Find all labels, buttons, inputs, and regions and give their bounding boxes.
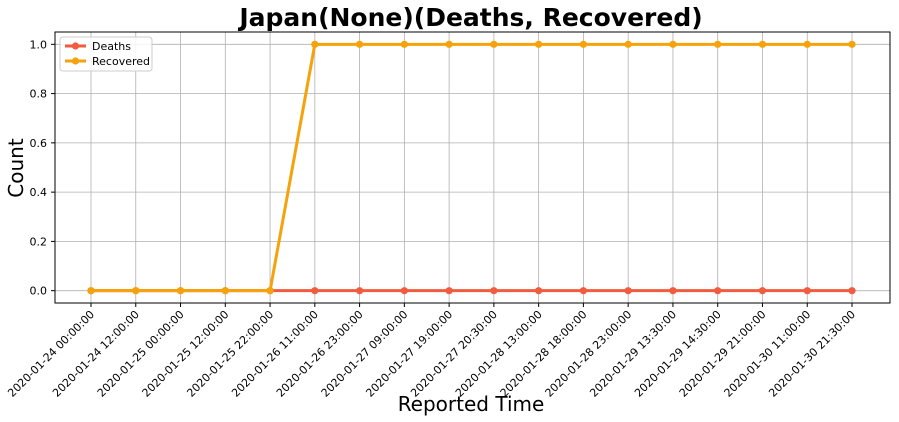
x-tick-label: 2020-01-30 21:30:00 (766, 308, 858, 400)
data-point-recovered (803, 40, 811, 48)
data-point-deaths (490, 287, 498, 295)
x-tick-label: 2020-01-29 14:30:00 (632, 308, 724, 400)
data-point-recovered (669, 40, 677, 48)
data-point-recovered (266, 287, 274, 295)
series-line-recovered (91, 42, 852, 293)
x-tick-label: 2020-01-29 13:30:00 (587, 308, 679, 400)
data-point-recovered (535, 40, 543, 48)
x-tick-label: 2020-01-28 13:00:00 (453, 308, 545, 400)
data-point-deaths (803, 287, 811, 295)
legend-label: Recovered (92, 55, 150, 68)
data-point-deaths (355, 287, 364, 295)
x-tick-label: 2020-01-27 09:00:00 (319, 308, 411, 400)
grid (55, 32, 890, 303)
data-point-deaths (579, 287, 588, 295)
data-point-recovered (221, 287, 229, 295)
y-tick-label: 0.4 (30, 186, 48, 199)
data-point-deaths (714, 287, 722, 295)
y-axis-ticks: 0.0 0.2 0.4 0.6 0.8 1.0 (30, 38, 55, 298)
x-tick-label: 2020-01-29 21:00:00 (677, 308, 769, 400)
x-tick-label: 2020-01-25 22:00:00 (184, 308, 276, 400)
data-point-recovered (624, 40, 632, 48)
data-point-deaths (535, 287, 543, 295)
data-point-recovered (132, 287, 140, 295)
data-point-recovered (490, 40, 498, 48)
y-axis-label: Count (4, 138, 28, 198)
legend: Deaths Recovered (59, 36, 153, 72)
legend-label: Deaths (92, 40, 131, 53)
data-point-recovered (87, 287, 95, 295)
y-tick-label: 1.0 (30, 38, 48, 51)
legend-marker (71, 57, 80, 65)
series-recovered (87, 40, 856, 295)
y-tick-label: 0.2 (30, 235, 48, 248)
plot-frame (54, 31, 891, 304)
x-tick-label: 2020-01-24 12:00:00 (50, 308, 142, 400)
x-tick-label: 2020-01-28 23:00:00 (542, 308, 634, 400)
x-tick-label: 2020-01-26 23:00:00 (274, 308, 366, 400)
chart-title: Japan(None)(Deaths, Recovered) (237, 3, 702, 32)
data-point-recovered (758, 40, 767, 48)
x-axis-label: Reported Time (398, 392, 545, 416)
data-point-deaths (669, 287, 677, 295)
series-layer (87, 40, 856, 295)
data-point-deaths (848, 287, 856, 295)
data-point-recovered (445, 40, 453, 48)
x-tick-label: 2020-01-26 11:00:00 (229, 308, 321, 400)
data-point-recovered (848, 40, 856, 48)
x-tick-label: 2020-01-27 20:30:00 (408, 308, 500, 400)
data-point-recovered (311, 40, 319, 48)
y-tick-label: 0.0 (30, 285, 48, 298)
data-point-recovered (714, 40, 722, 48)
x-tick-label: 2020-01-25 12:00:00 (140, 308, 232, 400)
data-point-recovered (355, 40, 364, 48)
x-tick-label: 2020-01-30 11:00:00 (722, 308, 814, 400)
x-tick-label: 2020-01-25 00:00:00 (95, 308, 187, 400)
x-tick-label: 2020-01-27 19:00:00 (363, 308, 455, 400)
data-point-deaths (400, 287, 408, 295)
x-tick-label: 2020-01-24 00:00:00 (5, 308, 97, 400)
y-tick-label: 0.6 (30, 137, 48, 150)
y-tick-label: 0.8 (30, 88, 48, 101)
data-point-recovered (579, 40, 588, 48)
data-point-recovered (176, 287, 185, 295)
data-point-deaths (445, 287, 453, 295)
x-tick-label: 2020-01-28 18:00:00 (498, 308, 590, 400)
data-point-deaths (624, 287, 632, 295)
data-point-deaths (758, 287, 767, 295)
data-point-deaths (311, 287, 319, 295)
data-point-recovered (400, 40, 408, 48)
legend-marker (71, 42, 80, 50)
